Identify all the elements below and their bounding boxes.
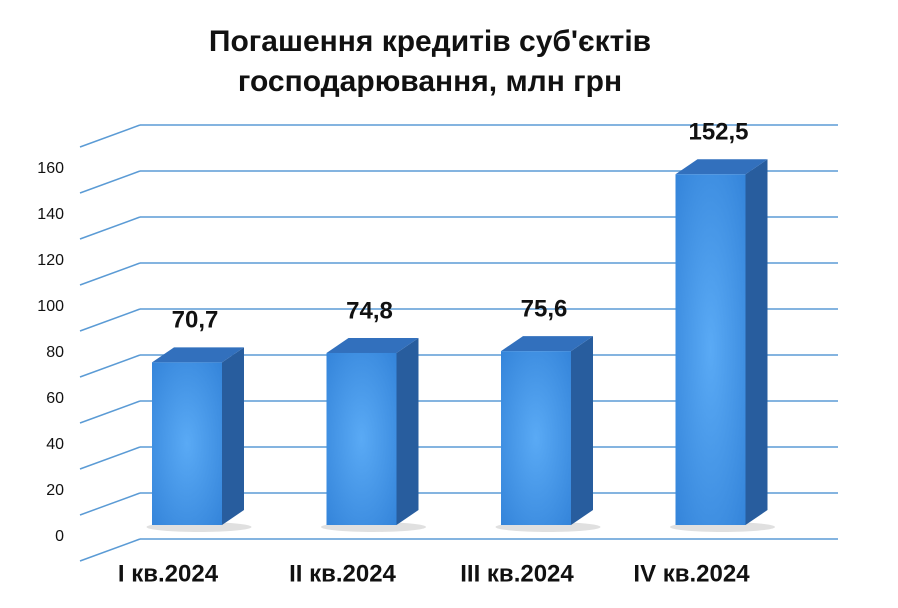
x-tick-label: IV кв.2024 — [633, 560, 750, 587]
y-tick-label: 60 — [46, 390, 64, 407]
data-label: 70,7 — [172, 307, 219, 334]
data-label: 74,8 — [346, 297, 393, 324]
bar-side — [222, 347, 244, 525]
x-tick-label: III кв.2024 — [460, 560, 574, 587]
grid-line — [79, 170, 141, 194]
y-tick-label: 40 — [46, 436, 64, 453]
x-tick-label: I кв.2024 — [118, 560, 219, 587]
bar — [675, 174, 746, 525]
y-tick-label: 0 — [55, 528, 64, 545]
bar-top — [152, 347, 244, 363]
data-label: 75,6 — [521, 295, 568, 322]
y-tick-label: 140 — [37, 206, 64, 223]
y-tick-label: 120 — [37, 252, 64, 269]
grid-line — [79, 308, 141, 332]
y-tick-label: 160 — [37, 160, 64, 177]
bar-side — [396, 337, 419, 525]
wall-top — [79, 124, 141, 148]
y-tick-label: 100 — [37, 298, 64, 315]
y-tick-label: 20 — [46, 482, 64, 499]
grid-line — [79, 492, 141, 516]
chart-title: Погашення кредитів суб'єктів господарюва… — [208, 25, 652, 98]
bar-top — [501, 336, 593, 352]
bar-top — [326, 337, 419, 353]
y-tick-label: 80 — [46, 344, 64, 361]
x-tick-label: II кв.2024 — [289, 560, 396, 587]
grid-line — [79, 262, 141, 286]
bar — [501, 351, 571, 525]
grid-line — [79, 400, 141, 424]
bar — [326, 352, 397, 525]
grid-line — [79, 446, 141, 470]
bar-top — [675, 159, 768, 175]
bar-side — [571, 336, 593, 525]
grid-line — [79, 538, 141, 562]
bar-side — [745, 159, 768, 525]
bar — [152, 362, 222, 525]
data-label: 152,5 — [688, 119, 748, 146]
grid-line — [79, 354, 141, 378]
grid-line — [79, 216, 141, 240]
